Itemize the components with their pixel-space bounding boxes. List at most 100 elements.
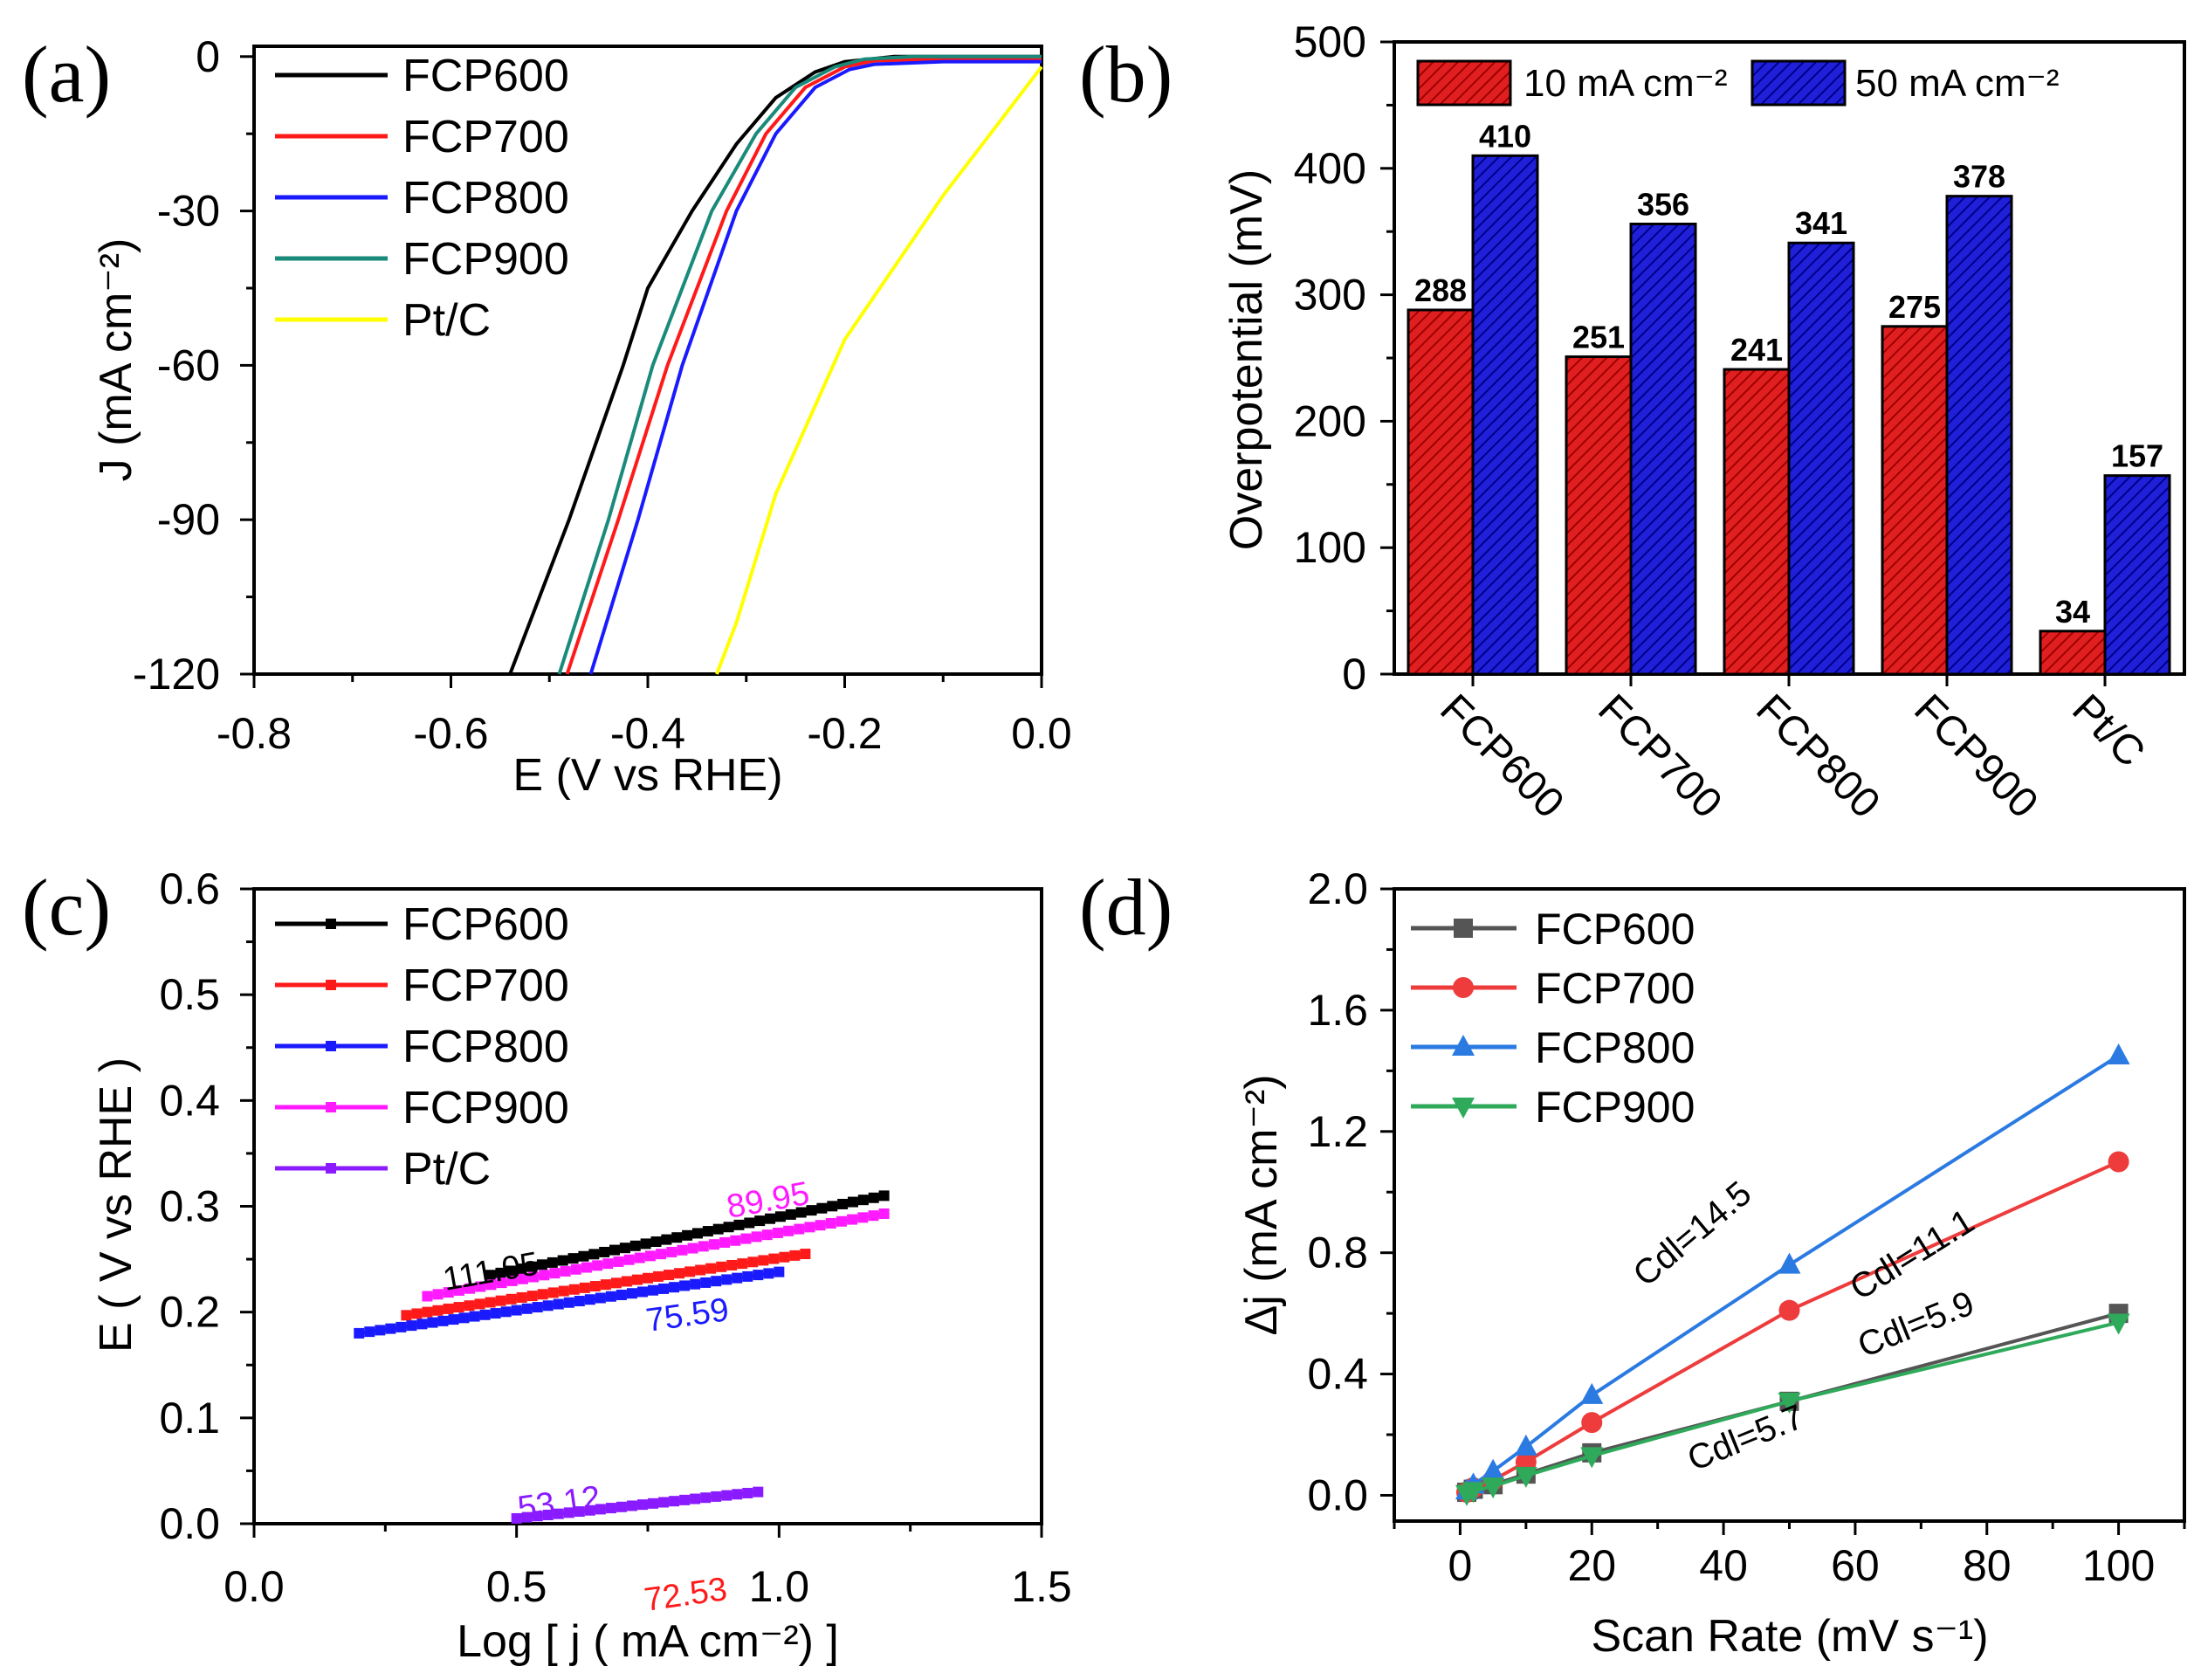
data-point — [401, 1310, 412, 1321]
data-point — [708, 1239, 719, 1250]
data-point — [490, 1308, 501, 1319]
data-point — [422, 1291, 433, 1302]
data-point — [690, 1278, 701, 1290]
data-point — [495, 1267, 506, 1278]
data-point — [1514, 1466, 1537, 1488]
x-tick-label: 100 — [2082, 1541, 2155, 1590]
data-point — [644, 1250, 656, 1262]
y-tick-label: 200 — [1294, 396, 1366, 445]
data-point — [1778, 1299, 1800, 1321]
data-point — [547, 1257, 558, 1268]
data-point — [742, 1270, 753, 1282]
data-point — [547, 1287, 559, 1298]
x-axis-label: Log [ j ( mA cm⁻²) ] — [457, 1616, 839, 1667]
data-point — [500, 1306, 512, 1318]
legend-label: 50 mA cm⁻² — [1855, 62, 2060, 105]
panel-label: (c) — [22, 863, 111, 952]
data-point — [785, 1208, 796, 1220]
panel-label: (a) — [22, 30, 111, 119]
y-tick-label: 0 — [1342, 650, 1366, 699]
data-point — [584, 1294, 595, 1305]
data-point — [496, 1277, 507, 1289]
data-point — [595, 1292, 606, 1304]
data-point — [563, 1507, 574, 1518]
y-tick-label: 400 — [1294, 144, 1366, 193]
data-point — [636, 1499, 648, 1511]
data-point — [610, 1277, 622, 1289]
plot-frame — [252, 45, 1043, 676]
y-tick-label: -90 — [157, 495, 220, 544]
legend-marker — [1454, 919, 1473, 938]
data-point — [553, 1508, 564, 1519]
y-tick-label: 0.0 — [1307, 1470, 1368, 1519]
x-tick-label: 0.0 — [224, 1562, 285, 1611]
panel-c-tafel-chart: 111.05 72.53 75.59 89.95 53.12 0.0 0.5 1.0 1.5 0.… — [22, 863, 1072, 1667]
bar-50ma-ptc — [2103, 474, 2171, 676]
x-tick-label: 80 — [1963, 1541, 2012, 1590]
data-point — [474, 1298, 485, 1310]
data-point — [1580, 1447, 1604, 1469]
bar-value-label: 288 — [1414, 272, 1467, 308]
data-point — [827, 1201, 838, 1212]
data-point — [621, 1276, 632, 1287]
bar-50ma-fcp700 — [1629, 223, 1697, 676]
data-point — [806, 1205, 817, 1216]
legend-label: FCP700 — [402, 960, 569, 1011]
data-point — [758, 1255, 769, 1266]
bar-10ma-fcp600 — [1407, 308, 1475, 676]
data-point — [733, 1219, 745, 1230]
data-point — [679, 1280, 691, 1291]
bar-10ma-fcp700 — [1565, 355, 1633, 676]
data-point — [737, 1258, 748, 1270]
data-point — [605, 1503, 616, 1514]
data-point — [666, 1246, 677, 1257]
data-point — [768, 1253, 780, 1264]
data-point — [631, 1274, 643, 1285]
y-tick-label: 0.4 — [1307, 1350, 1368, 1399]
data-point — [740, 1233, 752, 1244]
y-tick-label: 1.2 — [1307, 1107, 1368, 1156]
data-point — [411, 1308, 423, 1319]
data-point — [599, 1246, 610, 1257]
bar-value-label: 356 — [1637, 187, 1689, 223]
y-tick-label: 0.4 — [159, 1076, 220, 1125]
data-point — [836, 1215, 847, 1227]
data-point — [560, 1265, 571, 1277]
legend-label: FCP700 — [402, 112, 569, 162]
x-tick-label: -0.6 — [413, 709, 488, 758]
legend-label: FCP900 — [402, 1083, 569, 1133]
data-point — [427, 1317, 438, 1328]
x-tick-label: -0.4 — [610, 709, 685, 758]
data-point — [475, 1281, 486, 1292]
panel-label: (d) — [1079, 863, 1173, 952]
data-point — [532, 1302, 543, 1313]
data-point — [448, 1314, 459, 1325]
data-point — [506, 1275, 518, 1286]
y-tick-label: 0 — [196, 32, 220, 81]
data-point — [443, 1287, 454, 1298]
data-point — [857, 1195, 869, 1206]
data-point — [539, 1270, 550, 1281]
data-point — [616, 1289, 627, 1300]
data-point — [705, 1263, 717, 1274]
data-point — [650, 1236, 662, 1247]
data-point — [648, 1498, 659, 1509]
data-point — [742, 1487, 753, 1498]
x-tick-label: 1.0 — [749, 1562, 810, 1611]
data-point — [857, 1212, 869, 1223]
data-point — [702, 1226, 713, 1237]
data-point — [443, 1303, 454, 1314]
data-point — [537, 1289, 548, 1300]
legend-label: FCP600 — [1535, 905, 1695, 954]
data-point — [485, 1279, 497, 1291]
data-point — [732, 1489, 743, 1500]
data-point — [661, 1234, 672, 1245]
data-point — [558, 1285, 569, 1297]
series-line-fcp700 — [1465, 1160, 2120, 1494]
series-line-ptc — [715, 65, 1043, 675]
data-point — [783, 1225, 794, 1236]
data-point — [682, 1229, 693, 1241]
data-point — [526, 1291, 538, 1302]
